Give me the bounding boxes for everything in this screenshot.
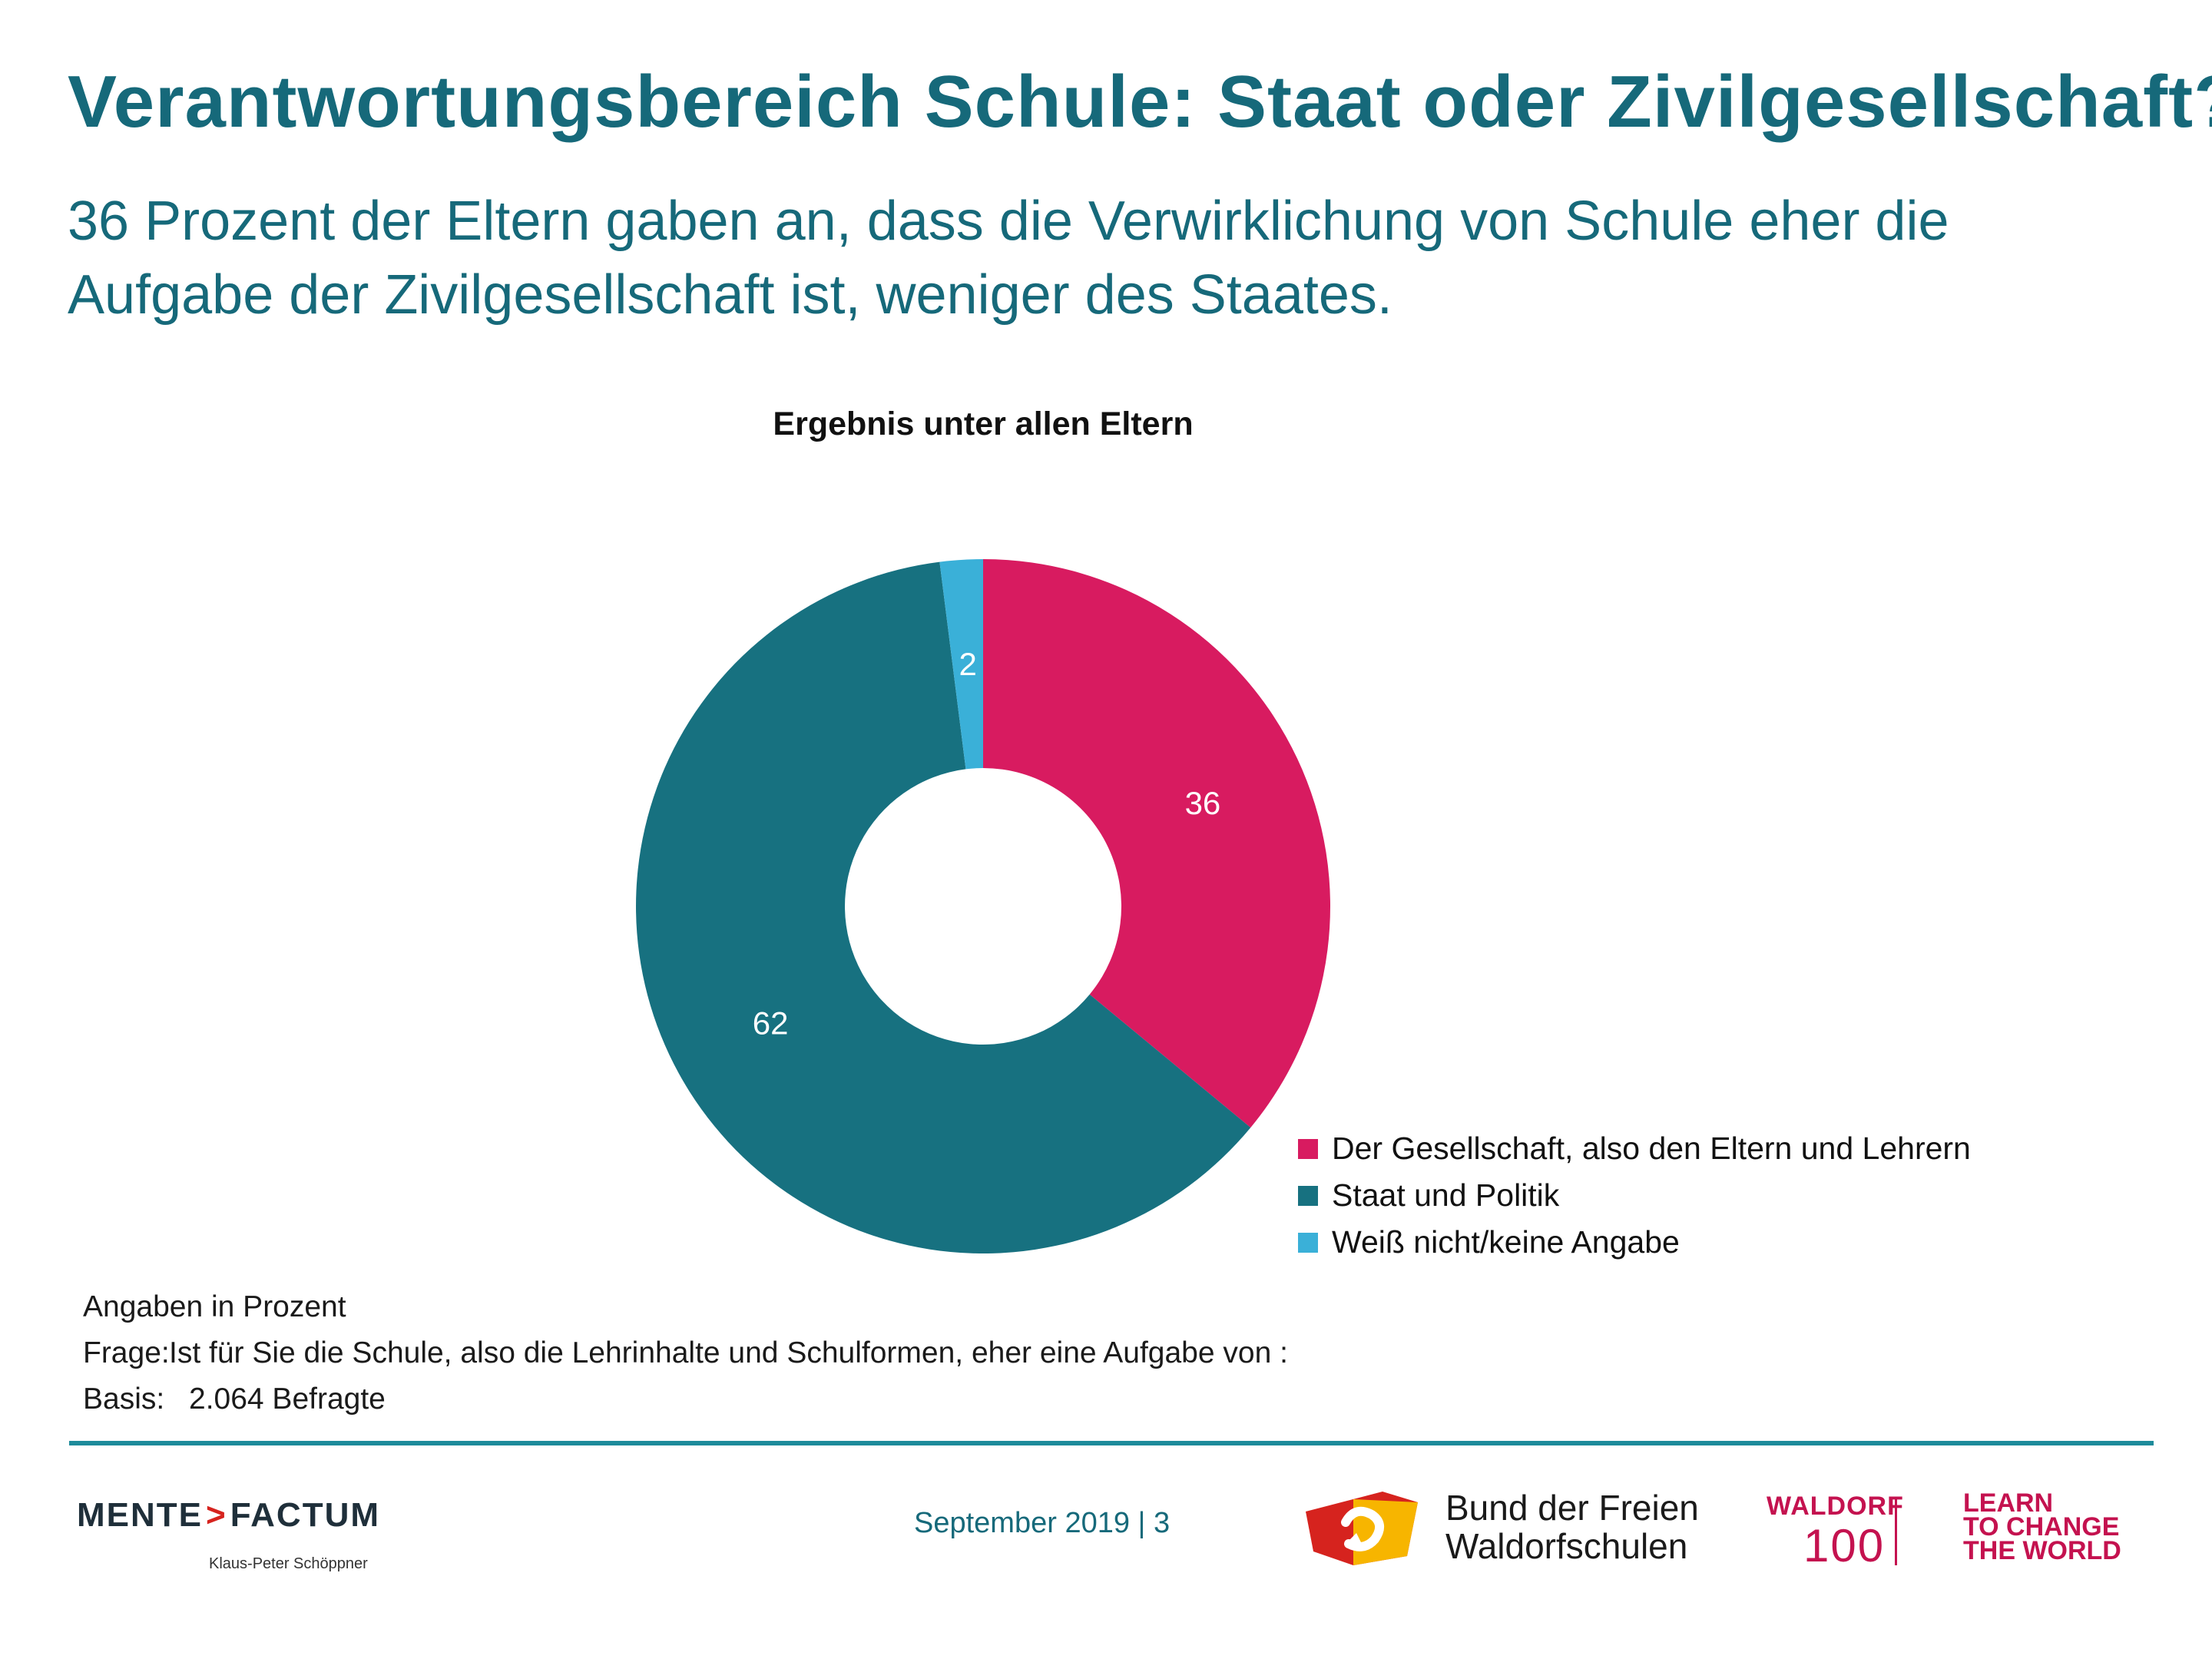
waldorf100-separator bbox=[1895, 1498, 1897, 1565]
donut-slice-staat bbox=[636, 561, 1251, 1253]
waldorf100-word: WALDORF bbox=[1767, 1492, 1904, 1521]
mente-factum-logo: MENTE>FACTUM bbox=[77, 1496, 380, 1535]
logo-factum: FACTUM bbox=[230, 1496, 381, 1534]
question-text: Ist für Sie die Schule, also die Lehrinh… bbox=[169, 1336, 1288, 1369]
bdfw-line-1: Bund der Freien bbox=[1445, 1488, 1699, 1528]
chart-title: Ergebnis unter allen Eltern bbox=[773, 406, 1194, 442]
question-label: Frage: bbox=[83, 1336, 170, 1369]
footer-divider bbox=[69, 1441, 2154, 1445]
legend-label-gesellschaft: Der Gesellschaft, also den Eltern und Le… bbox=[1332, 1131, 1971, 1166]
date-page-number: September 2019 | 3 bbox=[914, 1507, 1171, 1539]
slogan-line-1: LEARN bbox=[1963, 1488, 2054, 1518]
legend-label-weiss-nicht: Weiß nicht/keine Angabe bbox=[1332, 1224, 1680, 1260]
chart-legend: Der Gesellschaft, also den Eltern und Le… bbox=[1298, 1125, 1971, 1266]
basis-text: 2.064 Befragte bbox=[189, 1382, 386, 1416]
chart-notes: Angaben in Prozent Frage:Ist für Sie die… bbox=[83, 1284, 1288, 1422]
unit-note: Angaben in Prozent bbox=[83, 1290, 346, 1323]
basis-label: Basis: bbox=[83, 1382, 165, 1416]
logo-mente: MENTE bbox=[77, 1496, 203, 1534]
slogan-line-3: THE WORLD bbox=[1963, 1536, 2121, 1565]
donut-slice-weiss-nicht bbox=[939, 559, 983, 770]
donut-slice-gesellschaft bbox=[983, 559, 1330, 1128]
donut-label-staat: 62 bbox=[753, 1005, 789, 1041]
bdfw-logo-text: Bund der Freien Waldorfschulen bbox=[1445, 1488, 1699, 1565]
page-subtitle: 36 Prozent der Eltern gaben an, dass die… bbox=[68, 184, 2141, 332]
donut-label-gesellschaft: 36 bbox=[1185, 785, 1221, 821]
waldorf-emblem-icon bbox=[1306, 1492, 1418, 1565]
legend-item-staat: Staat und Politik bbox=[1298, 1172, 1971, 1219]
legend-label-staat: Staat und Politik bbox=[1332, 1177, 1560, 1213]
legend-swatch-staat bbox=[1298, 1185, 1318, 1206]
waldorf100-number: 100 bbox=[1803, 1520, 1886, 1571]
legend-item-weiss-nicht: Weiß nicht/keine Angabe bbox=[1298, 1219, 1971, 1266]
bdfw-line-2: Waldorfschulen bbox=[1445, 1526, 1688, 1566]
subtitle-line-2: Aufgabe der Zivilgesellschaft ist, wenig… bbox=[68, 264, 1392, 326]
logo-subtitle: Klaus-Peter Schöppner bbox=[209, 1555, 368, 1572]
page-title: Verantwortungsbereich Schule: Staat oder… bbox=[68, 61, 2212, 143]
legend-swatch-weiss-nicht bbox=[1298, 1232, 1318, 1253]
question-note: Frage:Ist für Sie die Schule, also die L… bbox=[83, 1330, 1288, 1376]
slogan-line-2: TO CHANGE bbox=[1963, 1512, 2120, 1541]
basis-note: Basis: 2.064 Befragte bbox=[83, 1376, 1288, 1422]
waldorf100-slogan: LEARN TO CHANGE THE WORLD bbox=[1963, 1488, 2121, 1565]
legend-item-gesellschaft: Der Gesellschaft, also den Eltern und Le… bbox=[1298, 1125, 1971, 1172]
donut-label-weiss-nicht: 2 bbox=[959, 646, 976, 682]
legend-swatch-gesellschaft bbox=[1298, 1138, 1318, 1159]
subtitle-line-1: 36 Prozent der Eltern gaben an, dass die… bbox=[68, 190, 1949, 252]
logo-arrow-icon: > bbox=[206, 1496, 227, 1534]
